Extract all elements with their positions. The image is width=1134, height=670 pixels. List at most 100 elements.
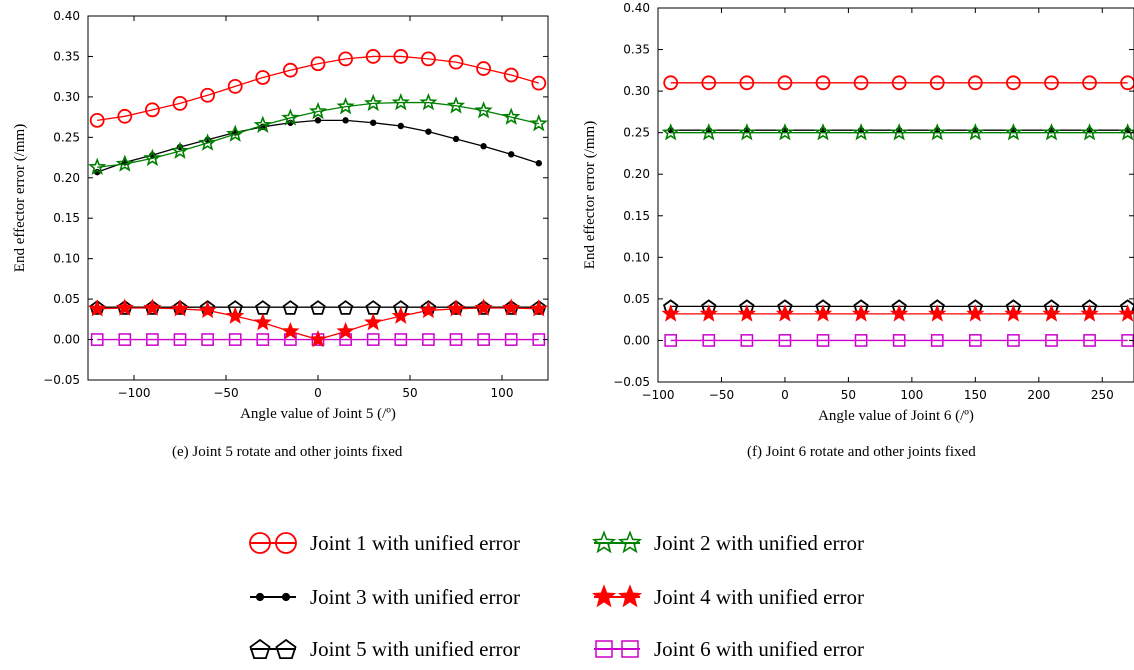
chart-f-point-j4 <box>775 304 795 322</box>
chart-f-ytick-label: 0.40 <box>623 1 650 15</box>
chart-e-line-j3 <box>96 119 539 173</box>
chart-e-point-j2 <box>115 154 134 172</box>
chart-f-point-j4 <box>1118 304 1134 322</box>
chart-f-xtick-label: 100 <box>900 388 923 402</box>
chart-f-ytick-label: 0.35 <box>623 43 650 57</box>
chart-f-point-j2 <box>737 123 756 141</box>
chart-e-point-j1 <box>117 108 133 124</box>
chart-e-point-j1 <box>89 112 105 128</box>
chart-e-point-j6 <box>256 333 270 346</box>
chart-e-point-j3 <box>314 117 322 124</box>
chart-f-ytick-label: 0.25 <box>623 126 650 140</box>
chart-e-point-j2 <box>170 141 190 159</box>
chart-e-ytick-label: −0.05 <box>43 373 80 387</box>
chart-e-point-j2 <box>336 97 355 115</box>
chart-e-xtick-label: 0 <box>314 386 322 400</box>
chart-e-point-j3 <box>452 135 460 143</box>
chart-f-point-j2 <box>813 123 833 141</box>
chart-e-point-j2 <box>281 108 300 126</box>
chart-e-ylabel: End effector error (/mm) <box>12 124 28 272</box>
chart-e-point-j5 <box>310 300 326 315</box>
chart-e: −0.05 0.00 0.05 0.10 0.15 0.20 0.25 0.30 0.35 0.4… <box>12 9 549 422</box>
chart-e-point-j6 <box>146 333 159 346</box>
chart-f-xtick-label: 200 <box>1027 388 1050 402</box>
caption-e: (e) Joint 5 rotate and other joints fixe… <box>172 444 403 460</box>
chart-e-point-j4 <box>391 306 410 324</box>
chart-e-point-j2 <box>253 115 272 133</box>
chart-e-point-j5 <box>172 300 188 315</box>
chart-e-point-j1 <box>476 61 492 76</box>
chart-f-point-j1 <box>891 75 907 91</box>
chart-f-xtick-label: −50 <box>709 388 734 402</box>
chart-f-point-j6 <box>1007 334 1020 347</box>
chart-f-point-j4 <box>813 304 833 322</box>
chart-f-ytick-label: 0.00 <box>623 333 650 347</box>
chart-e-point-j1 <box>200 87 216 103</box>
chart-e-point-j1 <box>448 54 464 70</box>
chart-f-ytick-label: 0.10 <box>623 250 650 264</box>
chart-f-ytick-label: 0.05 <box>623 292 650 306</box>
chart-e-point-j3 <box>425 128 432 135</box>
chart-e-ytick-label: 0.20 <box>53 171 80 185</box>
chart-e-point-j5 <box>282 300 299 315</box>
chart-f-point-j6 <box>778 334 792 347</box>
chart-e-point-j6 <box>201 333 214 346</box>
chart-e-point-j6 <box>422 333 435 346</box>
chart-e-point-j4 <box>226 306 245 324</box>
chart-f-point-j4 <box>966 304 985 322</box>
chart-f-ytick-label: 0.30 <box>623 84 650 98</box>
chart-f-point-j4 <box>851 304 871 322</box>
chart-e-point-j6 <box>477 333 490 346</box>
chart-f-xlabel: Angle value of Joint 6 (/º) <box>818 408 974 424</box>
chart-e-point-j4 <box>529 299 548 317</box>
chart-e-ytick-label: 0.15 <box>53 211 80 225</box>
chart-e-point-j4 <box>88 299 107 317</box>
chart-e-point-j4 <box>364 312 383 331</box>
chart-f-xtick-label: 0 <box>781 388 789 402</box>
chart-e-point-j2 <box>474 101 493 119</box>
chart-f-point-j6 <box>930 334 944 347</box>
chart-f-point-j6 <box>664 334 678 347</box>
chart-e-point-j4 <box>115 298 134 316</box>
chart-f-point-j1 <box>739 75 755 91</box>
chart-e-point-j2 <box>308 101 328 120</box>
chart-e-point-j3 <box>370 119 377 126</box>
chart-e-point-j1 <box>144 102 160 118</box>
chart-e-point-j4 <box>253 312 272 331</box>
chart-f-point-j4 <box>1080 304 1099 322</box>
chart-e-point-j1 <box>172 95 188 111</box>
chart-f-point-j4 <box>699 304 718 322</box>
chart-f-xtick-label: −100 <box>642 388 675 402</box>
chart-e-point-j2 <box>88 157 107 176</box>
chart-e-point-j6 <box>394 333 408 346</box>
chart-f-point-j6 <box>892 334 906 347</box>
chart-e-point-j1 <box>365 49 381 64</box>
chart-f-point-j4 <box>661 304 680 322</box>
chart-e-ytick-label: 0.10 <box>53 252 80 266</box>
chart-e-point-j6 <box>118 333 132 346</box>
chart-e-point-j2 <box>198 133 217 151</box>
chart-f-point-j2 <box>699 123 718 141</box>
chart-e-point-j1 <box>338 51 354 67</box>
chart-f-point-j2 <box>890 123 909 141</box>
chart-f-point-j1 <box>929 75 945 91</box>
chart-e-point-j2 <box>529 114 548 132</box>
chart-f-ytick-label: 0.20 <box>623 167 650 181</box>
chart-e-point-j6 <box>504 333 518 346</box>
chart-e-point-j6 <box>173 333 187 346</box>
chart-e-xtick-label: 100 <box>491 386 514 400</box>
chart-f-point-j2 <box>1042 123 1061 141</box>
chart-f-point-j4 <box>1042 304 1061 322</box>
chart-f-point-j4 <box>890 304 909 322</box>
chart-f-point-j6 <box>1083 334 1096 347</box>
chart-e-point-j1 <box>282 62 298 78</box>
chart-e-ytick-label: 0.25 <box>53 130 80 144</box>
chart-e-series <box>88 49 548 348</box>
chart-f-xtick-label: 50 <box>841 388 856 402</box>
chart-e-point-j2 <box>446 96 466 114</box>
chart-e-line-j2 <box>97 101 539 168</box>
chart-f-point-j1 <box>663 75 679 91</box>
chart-f-point-j2 <box>775 123 795 141</box>
chart-e-point-j5 <box>89 300 105 315</box>
